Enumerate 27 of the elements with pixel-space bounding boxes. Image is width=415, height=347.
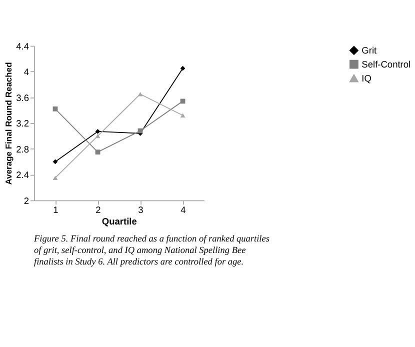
legend-label: Grit	[362, 46, 378, 56]
point	[95, 134, 100, 138]
point	[138, 128, 143, 134]
point	[180, 98, 186, 104]
y-tick-label: 4	[24, 67, 29, 78]
legend-label: Self-Control	[362, 59, 411, 70]
x-tick-label: 3	[138, 205, 144, 216]
caption: Figure 5. Final round reached as a function of ranked quartiles of grit, self-control, and IQ among National Spelling Bee finalists in Study 6. All predictors are controlled for age.	[33, 234, 270, 268]
y-axis-title: Average Final Round Reached	[3, 62, 14, 185]
point	[52, 176, 58, 180]
point	[180, 66, 186, 71]
x-tick-label: 2	[96, 205, 101, 216]
y-tick-label: 3.2	[16, 118, 29, 129]
point	[95, 129, 100, 134]
x-tick-label: 1	[53, 205, 58, 216]
y-tick-label: 2	[24, 196, 29, 206]
point	[180, 113, 186, 118]
legend-label: IQ	[362, 73, 372, 84]
y-tick-label: 2.4	[16, 170, 29, 180]
y-tick-label: 2.8	[16, 144, 29, 154]
point	[95, 150, 100, 155]
y-tick-label: 4.4	[16, 41, 29, 52]
y-tick-label: 3.6	[16, 92, 29, 103]
point	[138, 92, 143, 96]
point	[52, 106, 58, 112]
x-axis-title: Quartile	[102, 216, 137, 227]
x-tick-label: 4	[180, 205, 186, 216]
